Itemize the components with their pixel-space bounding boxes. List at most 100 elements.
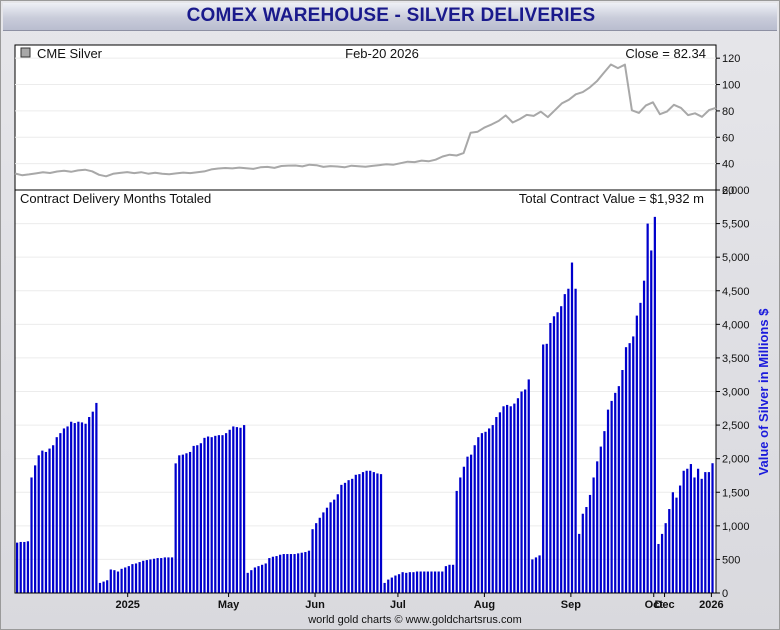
bar — [221, 435, 224, 593]
bar — [401, 572, 404, 593]
bar — [527, 379, 530, 593]
bar — [430, 571, 433, 593]
bar — [59, 433, 62, 593]
bar-tick-label: 2,500 — [722, 420, 750, 432]
y-axis-label: Value of Silver in Millions $ — [756, 308, 771, 476]
bar — [235, 427, 239, 593]
x-tick-label: Oct — [645, 599, 664, 611]
bar — [152, 558, 156, 593]
bar — [397, 574, 401, 593]
price-series-line — [14, 63, 717, 178]
bar — [199, 443, 202, 593]
bar — [279, 554, 282, 593]
bar — [170, 557, 174, 593]
bar — [19, 541, 22, 593]
bar — [455, 490, 458, 593]
bar — [426, 571, 429, 593]
bar — [106, 580, 109, 593]
bar — [120, 568, 123, 593]
bar — [145, 560, 148, 593]
bar — [297, 553, 300, 593]
bar — [534, 557, 538, 593]
bar — [300, 552, 303, 593]
bar — [66, 426, 69, 593]
bar — [524, 389, 527, 593]
bar — [678, 485, 682, 593]
bar — [642, 280, 646, 593]
bar — [275, 556, 278, 593]
bar — [632, 336, 635, 593]
bar — [253, 567, 257, 593]
bar-tick-label: 2,000 — [722, 454, 750, 466]
bar-tick-label: 5,000 — [722, 252, 750, 264]
bar — [552, 316, 556, 593]
bar — [206, 436, 210, 593]
bar — [163, 557, 166, 593]
bar — [109, 569, 112, 593]
price-tick-label: 60 — [722, 132, 734, 144]
bar — [635, 315, 638, 593]
bar — [372, 472, 375, 593]
bar — [365, 470, 368, 593]
bar — [138, 562, 141, 593]
bar — [495, 417, 498, 593]
bar — [41, 450, 44, 593]
bar — [707, 472, 711, 593]
bar — [167, 557, 170, 593]
bar — [124, 567, 127, 593]
bar — [574, 288, 577, 593]
bar — [52, 445, 55, 593]
price-tick-label: 120 — [722, 53, 740, 65]
bar — [383, 582, 386, 593]
bar — [542, 344, 545, 593]
bar — [95, 402, 98, 593]
bar — [394, 575, 397, 593]
bar — [246, 572, 249, 593]
bar-tick-label: 3,500 — [722, 353, 750, 365]
bar — [513, 403, 516, 593]
bar-tick-label: 1,500 — [722, 487, 750, 499]
x-tick-label: Aug — [474, 599, 495, 611]
bar — [545, 343, 548, 593]
x-tick-label: Sep — [561, 599, 581, 611]
bar-tick-label: 3,000 — [722, 387, 750, 399]
bar — [113, 570, 116, 593]
bar — [603, 431, 606, 593]
bar — [506, 404, 509, 593]
price-date-label: Feb-20 2026 — [345, 46, 419, 61]
bar — [628, 343, 631, 593]
bar — [664, 523, 667, 593]
bar — [88, 417, 91, 593]
bar — [516, 398, 520, 593]
bar — [44, 451, 48, 593]
bar — [606, 409, 610, 593]
bar — [34, 465, 37, 593]
bar — [696, 468, 700, 593]
bar — [588, 494, 592, 593]
bar — [131, 564, 134, 593]
bar — [264, 563, 267, 593]
legend-label: CME Silver — [37, 46, 103, 61]
bar — [509, 406, 512, 593]
bar — [142, 560, 145, 593]
bar — [340, 484, 343, 593]
bar — [419, 571, 422, 593]
bar — [415, 571, 419, 593]
bar — [466, 456, 469, 593]
bar — [333, 499, 336, 593]
title-bar — [3, 3, 777, 31]
x-tick-label: Jun — [305, 599, 325, 611]
bar — [80, 422, 84, 593]
bar — [343, 482, 347, 593]
bar — [592, 477, 595, 593]
legend-swatch — [20, 47, 31, 58]
x-tick-label: 2025 — [115, 599, 139, 611]
bar — [62, 428, 66, 593]
bar — [325, 507, 329, 593]
bar — [412, 572, 415, 593]
bar — [37, 455, 40, 593]
bar — [73, 423, 76, 593]
bar — [361, 472, 365, 593]
bar — [351, 478, 354, 593]
bar — [686, 468, 689, 593]
